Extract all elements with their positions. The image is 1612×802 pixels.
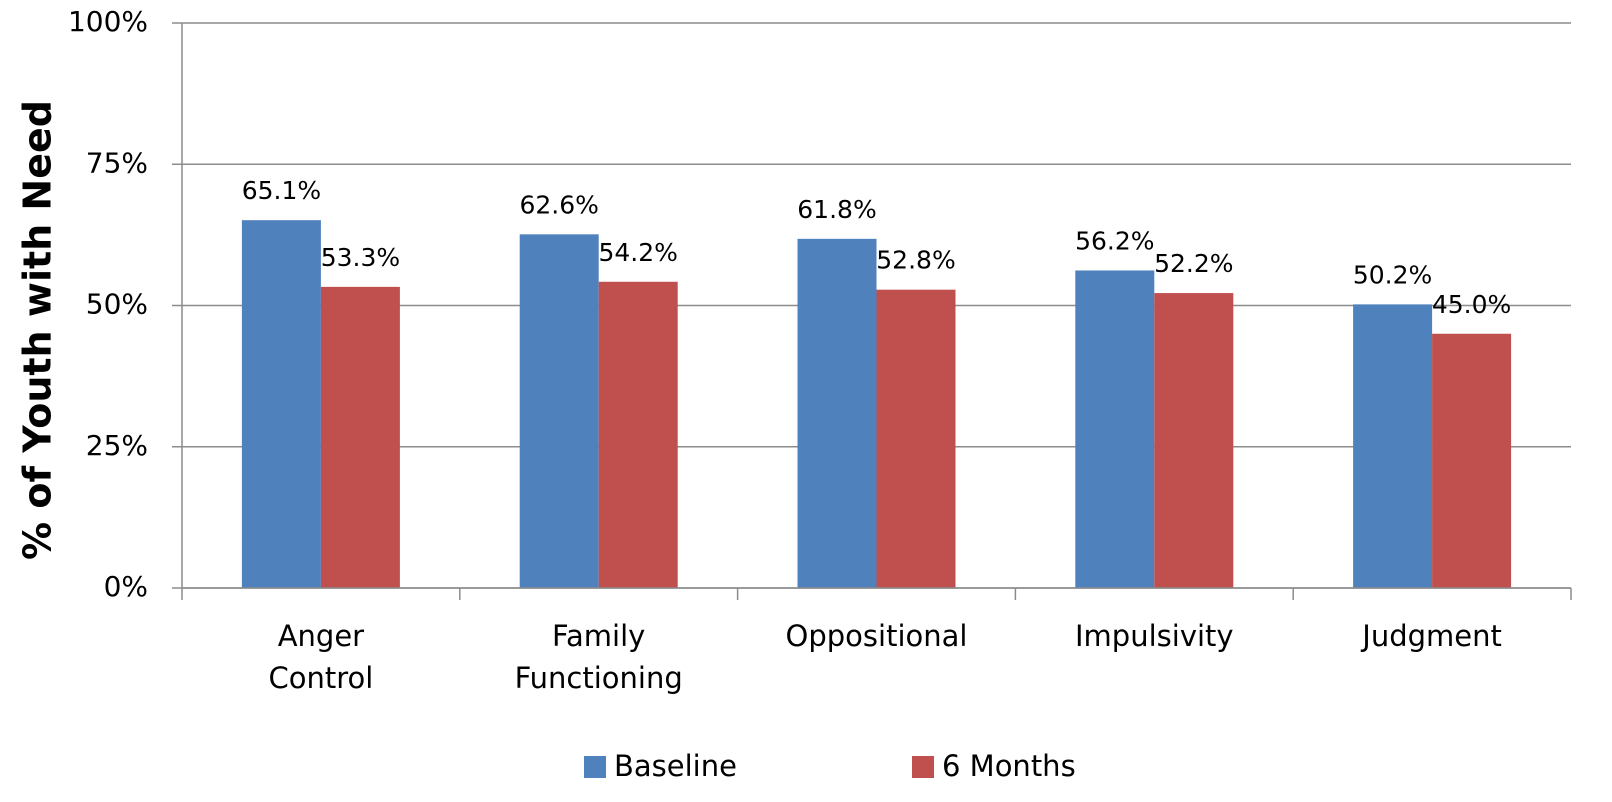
data-label: 56.2% <box>1075 226 1154 255</box>
bar <box>1432 333 1512 588</box>
data-label: 61.8% <box>797 195 876 224</box>
y-tick-label: 100% <box>68 5 148 38</box>
bar <box>1075 270 1155 588</box>
legend-swatch <box>584 756 606 778</box>
bar <box>1154 293 1234 588</box>
bar <box>797 238 877 588</box>
bar <box>1353 304 1433 588</box>
legend-label: 6 Months <box>942 749 1076 783</box>
x-tick-label: Family Functioning <box>514 619 683 695</box>
bar <box>519 234 599 588</box>
data-label: 53.3% <box>321 243 400 272</box>
data-label: 45.0% <box>1432 290 1511 319</box>
bar <box>598 281 678 588</box>
x-tick-label: Impulsivity <box>1075 619 1234 653</box>
y-tick-label: 0% <box>104 570 148 603</box>
bar <box>241 220 321 588</box>
bar <box>320 286 400 588</box>
data-label: 50.2% <box>1353 260 1432 289</box>
x-tick-label: Judgment <box>1362 619 1502 653</box>
data-label: 52.8% <box>876 246 955 275</box>
y-tick-label: 25% <box>86 429 148 462</box>
data-label: 65.1% <box>242 176 321 205</box>
legend-label: Baseline <box>614 749 737 783</box>
y-tick-label: 50% <box>86 288 148 321</box>
data-label: 52.2% <box>1154 249 1233 278</box>
x-tick-label: Anger Control <box>268 619 374 695</box>
data-label: 62.6% <box>519 190 598 219</box>
bar <box>876 289 956 588</box>
y-tick-label: 75% <box>86 146 148 179</box>
y-axis-title: % of Youth with Need <box>16 100 60 560</box>
data-label: 54.2% <box>598 238 677 267</box>
legend-swatch <box>912 756 934 778</box>
x-tick-label: Oppositional <box>785 619 968 653</box>
